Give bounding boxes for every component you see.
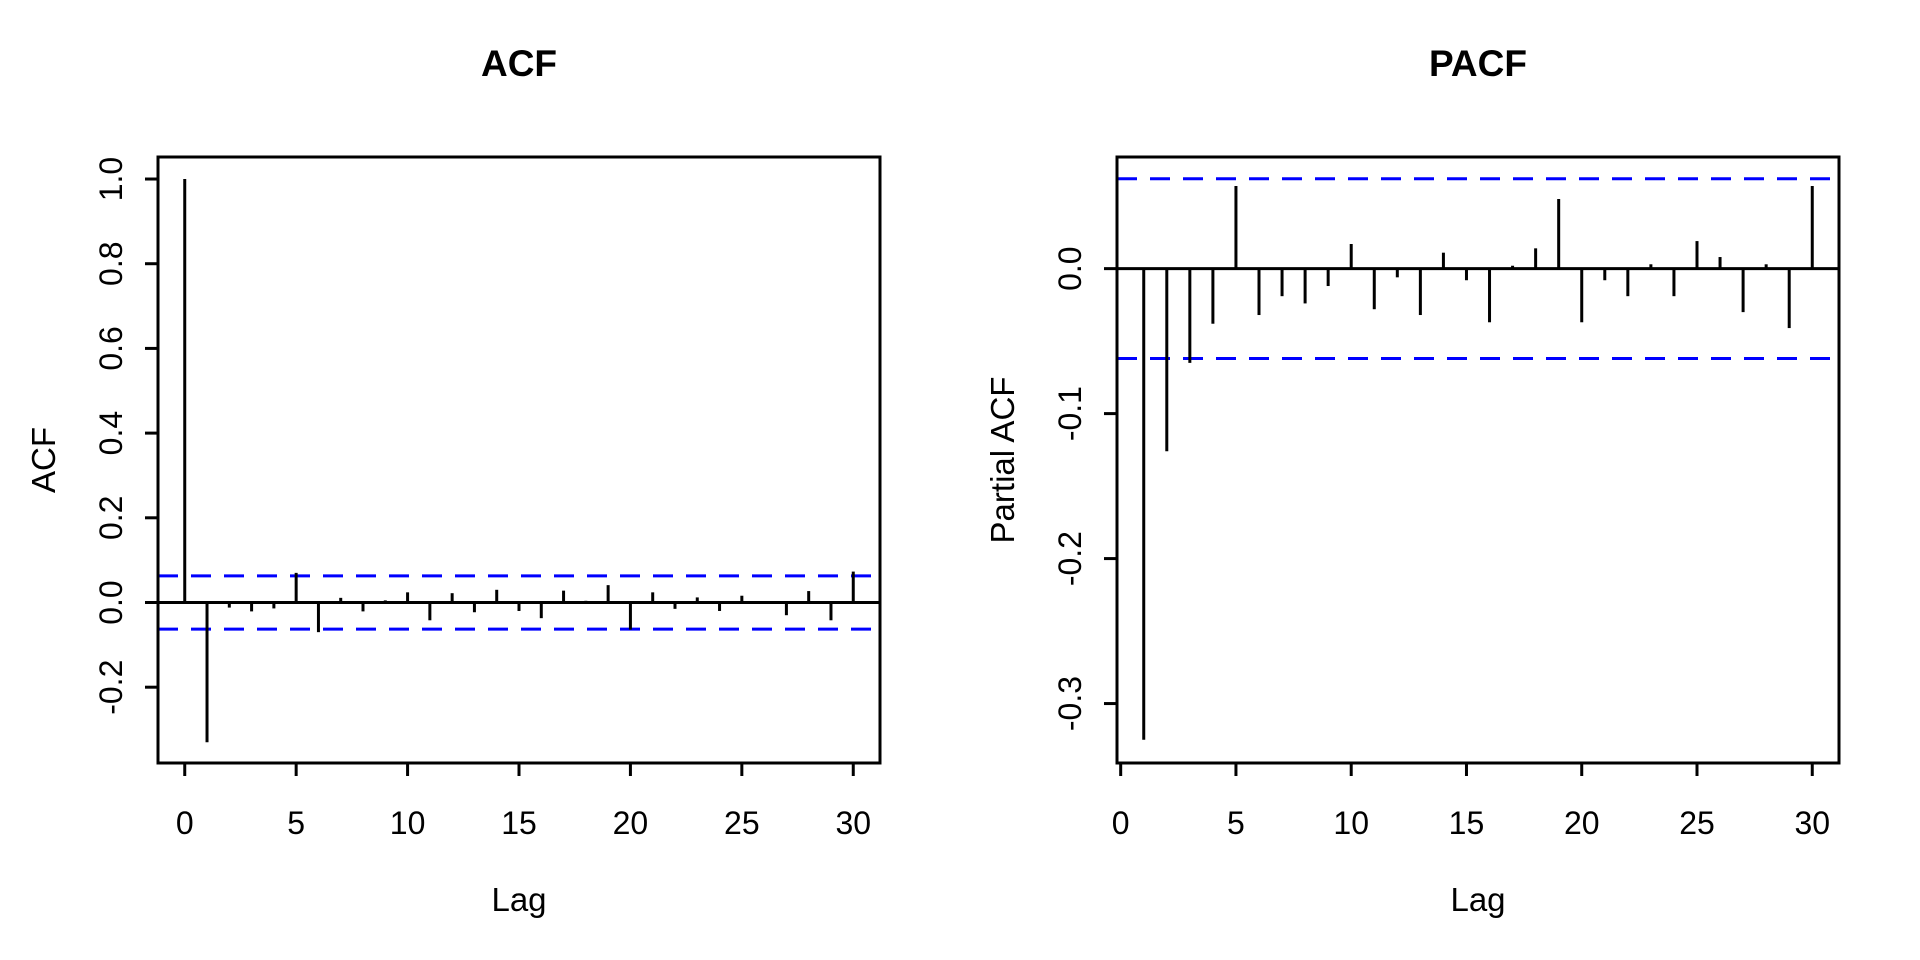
y-tick-label: -0.1 — [1052, 386, 1088, 441]
y-tick-label: 0.0 — [93, 580, 129, 624]
plot-box — [1115, 155, 1841, 765]
x-tick-label: 15 — [1449, 805, 1485, 841]
x-tick-label: 20 — [1564, 805, 1600, 841]
pacf-xaxis-label: Lag — [1450, 881, 1505, 918]
y-tick-label: 0.4 — [93, 411, 129, 455]
y-tick-label: -0.3 — [1052, 676, 1088, 731]
x-tick-label: 25 — [724, 805, 760, 841]
y-tick-label: 0.2 — [93, 496, 129, 540]
pacf-title: PACF — [1429, 43, 1527, 84]
pacf-yaxis-label: Partial ACF — [984, 377, 1021, 544]
x-tick-label: 30 — [1794, 805, 1830, 841]
acf-title: ACF — [481, 43, 557, 84]
x-tick-label: 30 — [835, 805, 871, 841]
y-tick-label: 1.0 — [93, 157, 129, 201]
x-tick-label: 15 — [501, 805, 537, 841]
x-tick-label: 20 — [613, 805, 649, 841]
x-tick-label: 5 — [1227, 805, 1245, 841]
y-tick-label: 0.6 — [93, 326, 129, 370]
y-tick-label: 0.8 — [93, 241, 129, 285]
acf-xaxis-label: Lag — [491, 881, 546, 918]
y-tick-label: -0.2 — [93, 660, 129, 715]
y-tick-label: 0.0 — [1052, 246, 1088, 290]
x-tick-label: 0 — [1112, 805, 1130, 841]
x-tick-label: 25 — [1679, 805, 1715, 841]
y-tick-label: -0.2 — [1052, 531, 1088, 586]
acf-yaxis-label: ACF — [25, 427, 62, 493]
acf-panel: 0 5 10 15 20 25 30 1.0 0.8 0.6 0.4 0.2 0.0 -0.2 — [93, 155, 882, 841]
plot-box — [156, 155, 882, 765]
pacf-panel: 0 5 10 15 20 25 30 0.0 -0.1 -0.2 -0.3 — [1052, 155, 1841, 841]
x-tick-label: 0 — [176, 805, 194, 841]
x-tick-label: 10 — [390, 805, 426, 841]
x-tick-label: 10 — [1333, 805, 1369, 841]
x-tick-label: 5 — [287, 805, 305, 841]
